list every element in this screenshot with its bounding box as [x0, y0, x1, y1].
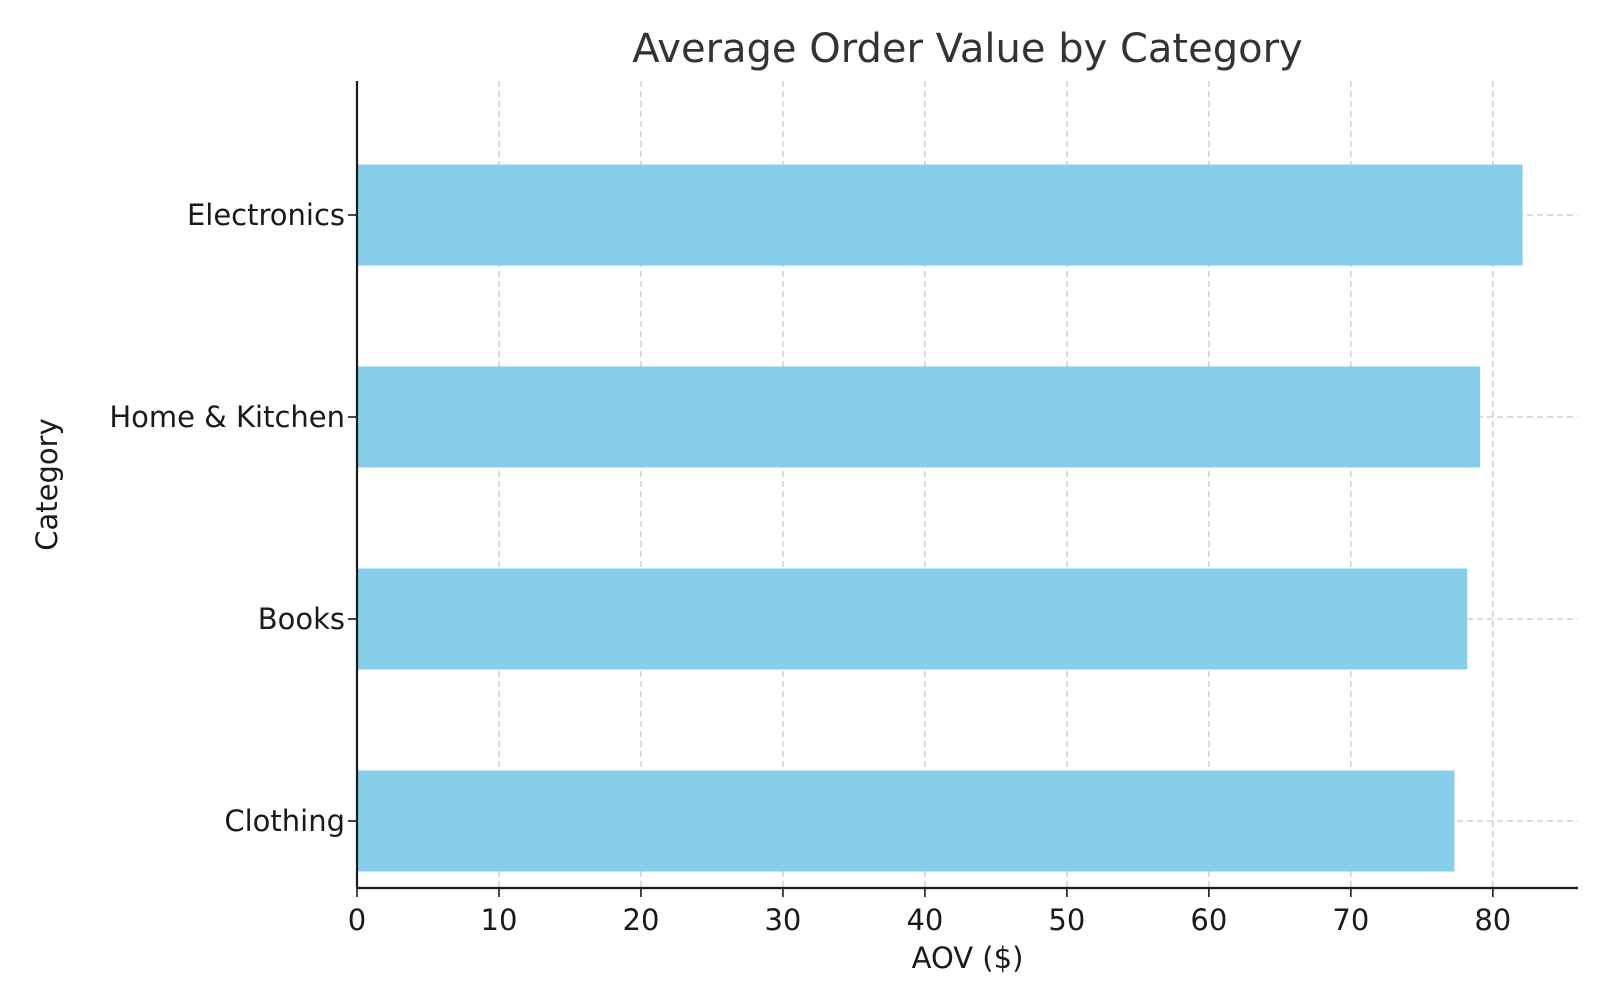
bar-electronics: [357, 164, 1523, 266]
chart-title: Average Order Value by Category: [632, 26, 1302, 72]
y-tick-label: Books: [258, 602, 345, 636]
bar-home-kitchen: [357, 366, 1481, 468]
x-tick-label: 20: [623, 903, 660, 937]
y-tick-label: Clothing: [224, 804, 345, 838]
x-tick-label: 0: [348, 903, 366, 937]
x-tick-label: 30: [764, 903, 801, 937]
x-tick-label: 10: [481, 903, 518, 937]
x-tick-label: 60: [1190, 903, 1227, 937]
x-tick-label: 80: [1474, 903, 1511, 937]
x-tick-label: 70: [1332, 903, 1369, 937]
y-tick-label: Electronics: [187, 198, 345, 232]
ticks: 0 10 20 30 40 50 60 70 80 Electronics Home & Kitch…: [109, 198, 1511, 937]
x-tick-label: 40: [906, 903, 943, 937]
bar-books: [357, 568, 1468, 670]
bar-clothing: [357, 770, 1455, 872]
x-tick-label: 50: [1048, 903, 1085, 937]
x-axis-label: AOV ($): [912, 941, 1024, 975]
y-axis-label: Category: [30, 418, 64, 550]
y-tick-label: Home & Kitchen: [109, 400, 345, 434]
bars: [357, 164, 1523, 872]
